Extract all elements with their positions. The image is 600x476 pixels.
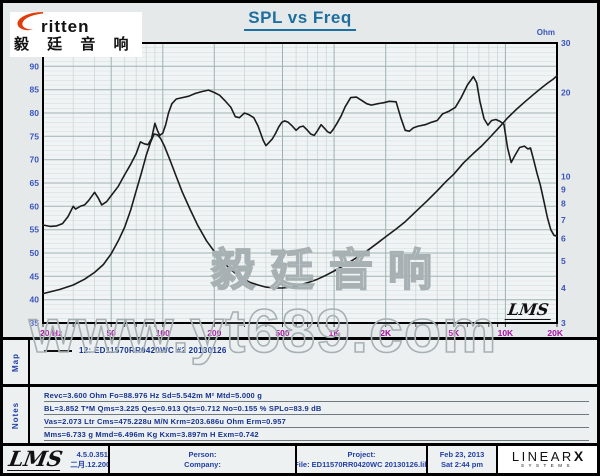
company-label: Company: <box>184 459 221 469</box>
map-legend: 12: ED11570RR0420WC #2 20130126 <box>30 340 597 384</box>
footer-row: LMS 4.5.0.351 二月.12.2005 Person: Company… <box>3 443 597 473</box>
legend-entry: 12: ED11570RR0420WC #2 20130126 <box>44 346 597 355</box>
svg-text:7: 7 <box>561 215 566 225</box>
brand-logo: ritten 毅 廷 音 响 <box>10 12 142 57</box>
file-name: File: ED11570RR0420WC 20130126.lib <box>297 459 428 469</box>
legend-line-swatch <box>44 349 72 352</box>
note-line-parameters-4: Mms=6.733 g Mmd=6.496m Kg Kxm=3.897m H E… <box>44 430 589 441</box>
notes-body: Revc=3.600 Ohm Fo=88.976 Hz Sd=5.542m M²… <box>30 387 597 443</box>
lms-chart-logo: LMS <box>504 300 553 320</box>
svg-text:Ohm: Ohm <box>537 28 555 37</box>
footer-person-cell: Person: Company: <box>110 446 297 473</box>
svg-text:70: 70 <box>30 155 40 165</box>
brand-swoosh-icon <box>17 12 43 31</box>
linearx-name: LINEAR <box>511 449 574 464</box>
software-version: 4.5.0.351 <box>76 449 108 459</box>
map-row-label: Map <box>3 340 30 384</box>
svg-text:90: 90 <box>30 61 40 71</box>
svg-text:20: 20 <box>561 87 571 97</box>
svg-text:8: 8 <box>561 199 566 209</box>
svg-text:55: 55 <box>30 225 40 235</box>
notes-row: Notes Revc=3.600 Ohm Fo=88.976 Hz Sd=5.5… <box>3 384 597 443</box>
svg-text:5K: 5K <box>448 328 460 337</box>
svg-text:85: 85 <box>30 85 40 95</box>
note-line-parameters-1: Revc=3.600 Ohm Fo=88.976 Hz Sd=5.542m M²… <box>44 391 589 402</box>
page-title: SPL vs Freq <box>3 8 597 31</box>
spl-impedance-chart: 908580757065605550454035dBSPL30201098765… <box>30 28 571 337</box>
note-line-parameters-2: BL=3.852 T*M Qms=3.225 Qes=0.913 Qts=0.7… <box>44 404 589 415</box>
svg-text:10: 10 <box>561 172 571 182</box>
software-date: 二月.12.2005 <box>70 459 110 469</box>
svg-text:40: 40 <box>30 295 40 305</box>
svg-text:5: 5 <box>561 256 566 266</box>
linearx-systems-label: SYSTEMS <box>520 463 574 468</box>
footer-project-cell: Project: File: ED11570RR0420WC 20130126.… <box>297 446 428 473</box>
legend-text: 12: ED11570RR0420WC #2 20130126 <box>79 346 227 355</box>
footer-date-cell: Feb 23, 2013 Sat 2:44 pm <box>428 446 498 473</box>
svg-text:6: 6 <box>561 234 566 244</box>
svg-text:45: 45 <box>30 271 40 281</box>
impedance-curve <box>42 75 558 295</box>
svg-text:4: 4 <box>561 283 566 293</box>
svg-text:3: 3 <box>561 318 566 328</box>
svg-text:65: 65 <box>30 178 40 188</box>
footer-version-cell: LMS 4.5.0.351 二月.12.2005 <box>3 446 110 473</box>
note-line-parameters-3: Vas=2.073 Ltr Cms=475.228u M/N Krm=203.6… <box>44 417 589 428</box>
linearx-x: X <box>573 448 584 464</box>
svg-text:10K: 10K <box>498 328 514 337</box>
svg-text:2K: 2K <box>380 328 392 337</box>
person-label: Person: <box>188 449 217 459</box>
report-date: Feb 23, 2013 <box>439 449 485 459</box>
svg-text:20K: 20K <box>547 328 563 337</box>
project-label: Project: <box>347 449 376 459</box>
svg-text:35: 35 <box>30 318 40 328</box>
svg-text:60: 60 <box>30 201 40 211</box>
brand-chinese-name: 毅 廷 音 响 <box>14 36 136 53</box>
svg-text:500: 500 <box>275 328 289 337</box>
svg-text:30: 30 <box>561 38 571 48</box>
svg-text:200: 200 <box>207 328 221 337</box>
brand-name: ritten <box>41 17 90 36</box>
svg-text:50: 50 <box>106 328 116 337</box>
svg-text:1K: 1K <box>329 328 341 337</box>
svg-text:50: 50 <box>30 248 40 258</box>
report-time: Sat 2:44 pm <box>440 459 484 469</box>
svg-text:20 Hz: 20 Hz <box>40 328 62 337</box>
svg-text:80: 80 <box>30 108 40 118</box>
notes-row-label: Notes <box>3 387 30 443</box>
map-row: Map 12: ED11570RR0420WC #2 20130126 <box>3 337 597 384</box>
linearx-logo: LINEARX SYSTEMS <box>498 446 597 473</box>
svg-text:100: 100 <box>156 328 170 337</box>
chart-section: SPL vs Freq 908580757065605550454035dBSP… <box>3 3 597 337</box>
spl-curve <box>42 75 558 237</box>
svg-text:9: 9 <box>561 184 566 194</box>
lms-footer-logo: LMS <box>6 446 65 471</box>
svg-text:75: 75 <box>30 131 40 141</box>
